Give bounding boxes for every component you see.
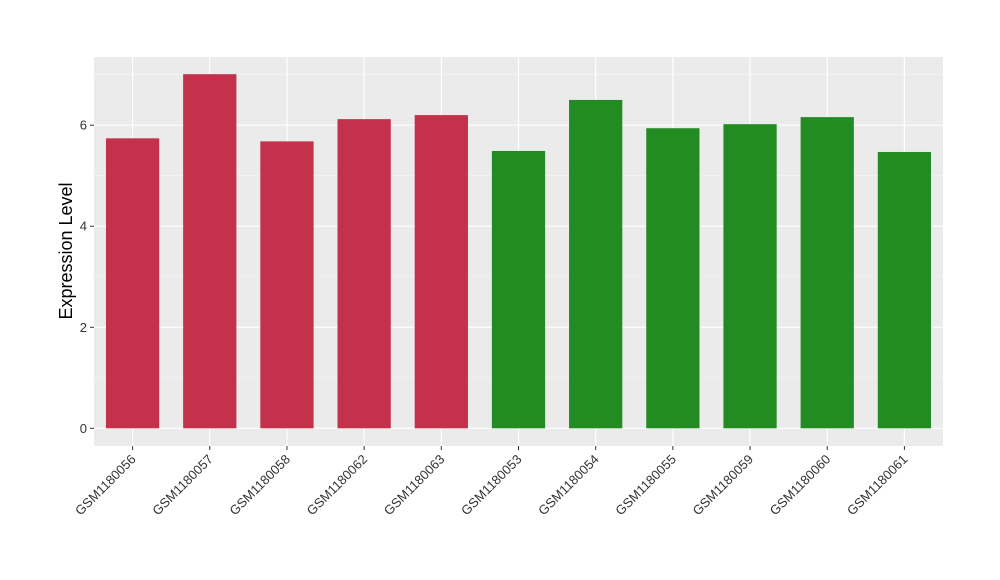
x-tick-label: GSM1180059: [690, 452, 757, 519]
bar: [723, 124, 777, 429]
x-tick-label: GSM1180061: [844, 452, 911, 519]
bar: [877, 151, 932, 429]
bar: [800, 117, 854, 429]
y-tick-label: 2: [80, 320, 87, 335]
x-tick-label: GSM1180057: [149, 452, 216, 519]
x-tick-label: GSM1180058: [226, 452, 293, 519]
y-axis-label: Expression Level: [56, 182, 76, 319]
bar: [260, 141, 314, 429]
x-tick-label: GSM1180054: [535, 452, 602, 519]
x-tick-label: GSM1180055: [612, 452, 679, 519]
bar: [105, 138, 160, 429]
bar: [414, 115, 468, 429]
x-tick-label: GSM1180062: [304, 452, 371, 519]
bar: [491, 150, 546, 429]
x-tick-label: GSM1180053: [458, 452, 525, 519]
x-tick-label: GSM1180056: [72, 452, 139, 519]
bar: [569, 99, 623, 429]
bar: [646, 128, 700, 429]
x-tick-label: GSM1180063: [381, 452, 448, 519]
bar: [337, 119, 391, 429]
x-tick-label: GSM1180060: [767, 452, 834, 519]
bar: [183, 74, 237, 429]
y-tick-label: 6: [80, 118, 87, 133]
y-tick-label: 4: [80, 219, 87, 234]
y-tick-label: 0: [80, 421, 87, 436]
